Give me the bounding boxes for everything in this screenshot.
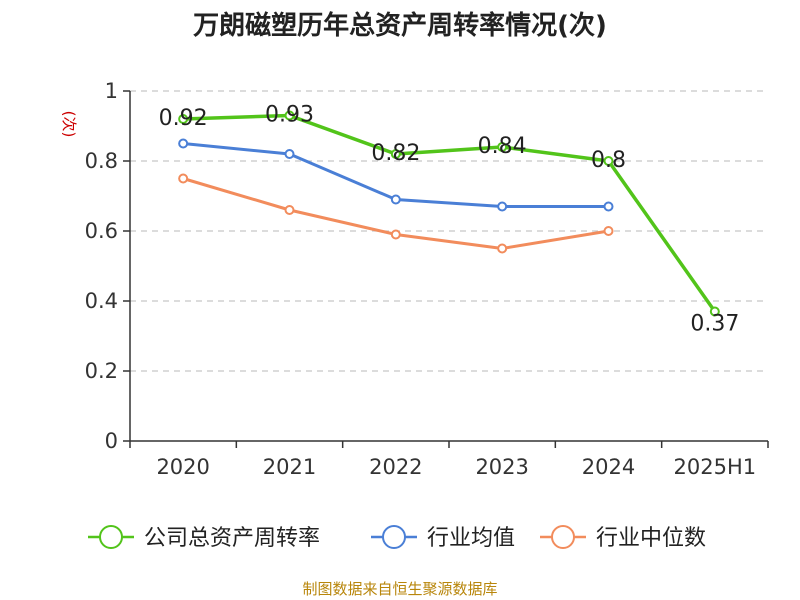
data-point-0	[709, 306, 720, 317]
data-point-0	[284, 110, 295, 121]
data-label: 0.84	[478, 134, 527, 159]
x-tick-label: 2020	[156, 455, 209, 479]
data-point-2	[603, 226, 614, 236]
data-point-1	[178, 138, 189, 149]
data-point-0	[390, 149, 401, 159]
data-point-0	[178, 114, 189, 124]
source-note: 制图数据来自恒生聚源数据库	[302, 580, 497, 598]
x-tick-label: 2021	[263, 455, 316, 479]
legend-label-1: 行业均值	[427, 526, 515, 551]
data-labels: 0.92 0.93 0.82 0.84 0.8 0.37	[159, 103, 740, 337]
data-point-2	[390, 229, 401, 240]
data-label: 0.37	[690, 312, 739, 337]
y-axis-label: (次)	[60, 111, 78, 138]
legend-label-2: 行业中位数	[596, 526, 706, 551]
y-tick-label: 0.8	[85, 149, 118, 173]
x-tick-label: 2025H1	[674, 455, 757, 479]
data-point-2	[178, 173, 189, 184]
data-label: 0.8	[591, 148, 626, 173]
y-tick-label: 1	[105, 79, 118, 103]
series-line-0	[183, 113, 717, 313]
data-point-2	[284, 205, 295, 215]
x-tick-label: 2022	[369, 455, 422, 479]
data-label: 0.82	[371, 141, 420, 166]
y-tick-label: 0	[105, 429, 118, 453]
data-point-1	[284, 149, 295, 159]
legend: 公司总资产周转率 行业均值 行业中位数	[88, 525, 706, 551]
y-tick-label: 0.4	[85, 289, 118, 313]
legend-label-0: 公司总资产周转率	[144, 526, 320, 551]
data-label: 0.92	[159, 106, 208, 131]
legend-marker-1	[382, 525, 406, 549]
data-point-0	[603, 156, 614, 166]
x-tick-label: 2024	[582, 455, 635, 479]
data-point-1	[603, 201, 614, 212]
y-tick-label: 0.2	[85, 359, 118, 383]
x-tick-label: 2023	[475, 455, 528, 479]
data-label: 0.93	[265, 103, 314, 128]
axes: 0 0.2 0.4 0.6 0.8 1 2020 2021 2022 2023 2024 2025H1	[85, 79, 769, 479]
legend-marker-0	[99, 525, 123, 549]
legend-marker-2	[551, 525, 575, 549]
y-tick-label: 0.6	[85, 219, 118, 243]
grid	[130, 90, 768, 372]
data-point-0	[497, 142, 508, 152]
chart-title: 万朗磁塑历年总资产周转率情况(次)	[193, 10, 607, 41]
data-point-1	[390, 194, 401, 205]
series-layer	[178, 110, 720, 317]
data-point-1	[497, 201, 508, 212]
data-point-2	[497, 243, 508, 254]
